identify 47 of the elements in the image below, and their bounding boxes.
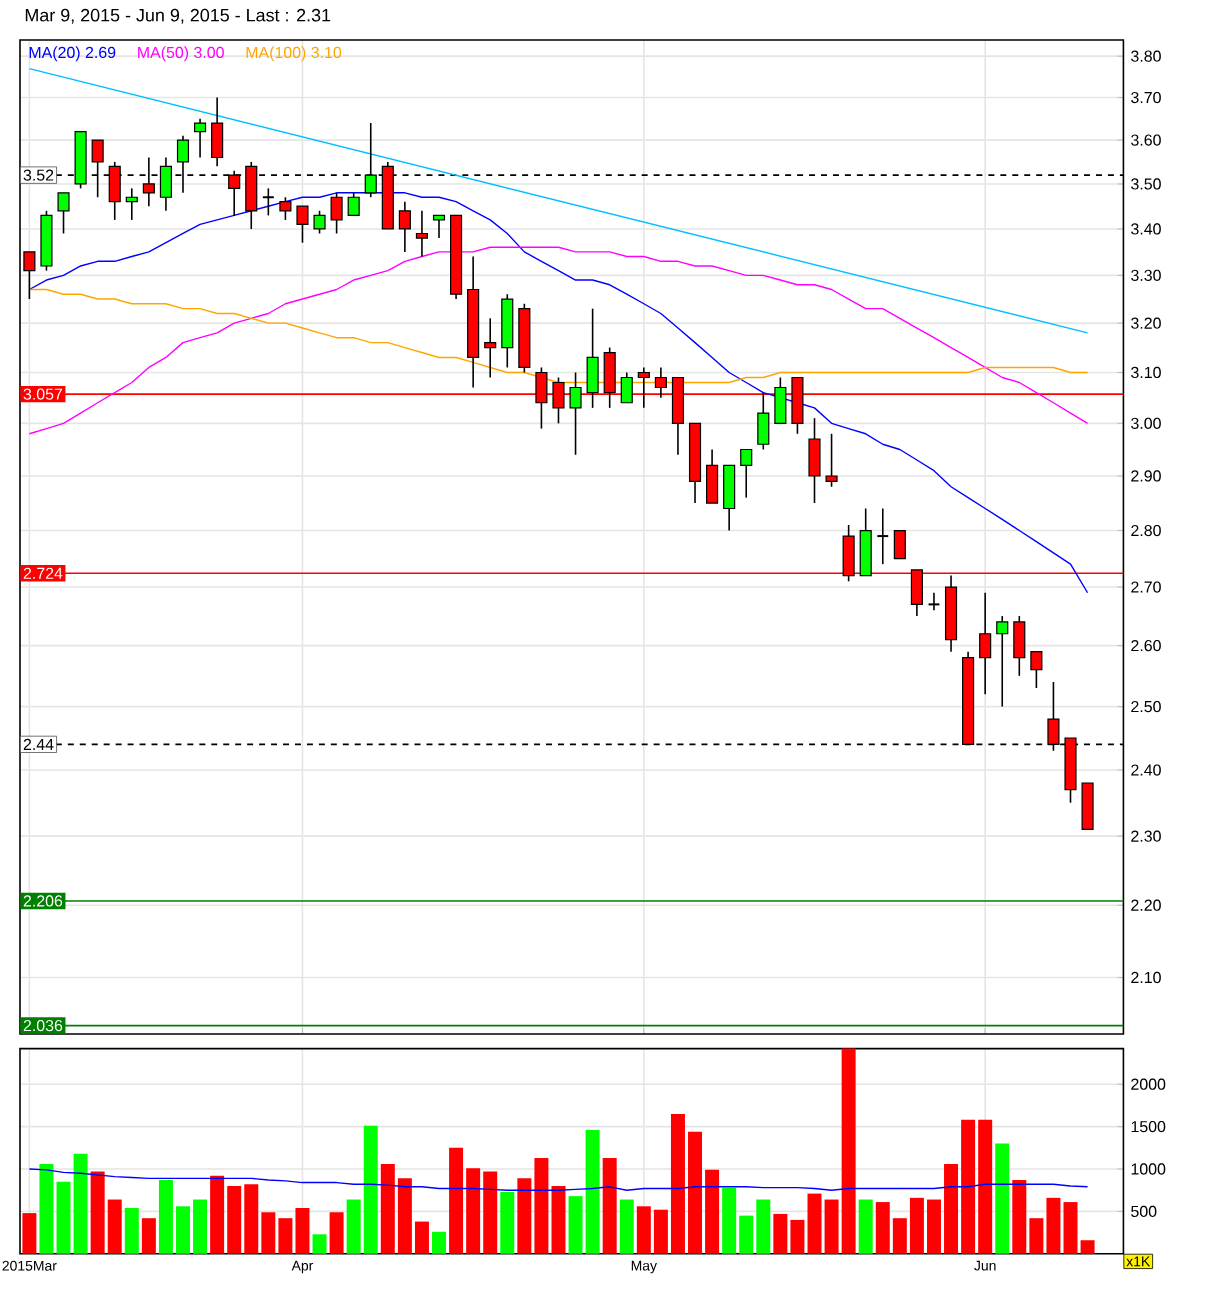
bar: [124, 1208, 139, 1254]
candlestick: [398, 200, 411, 253]
bar: [312, 1234, 327, 1254]
candlestick: [774, 376, 787, 425]
bar: [995, 1143, 1010, 1254]
bar: [807, 1193, 822, 1254]
bar: [619, 1199, 634, 1254]
candlestick: [125, 187, 138, 221]
candlestick: [211, 96, 224, 168]
candlestick: [1081, 782, 1094, 831]
candlestick: [194, 118, 207, 159]
candlestick: [313, 209, 326, 235]
candlestick: [757, 391, 770, 451]
candlestick: [432, 214, 446, 239]
candlestick: [706, 448, 719, 504]
bar: [39, 1163, 54, 1254]
candlestick: [57, 192, 70, 235]
candlestick: [347, 192, 360, 217]
candlestick: [927, 591, 941, 612]
bar: [141, 1218, 156, 1254]
candlestick: [415, 209, 429, 258]
chart-title: Mar 9, 2015 - Jun 9, 2015 - Last : 2.31: [25, 8, 331, 24]
bar: [602, 1157, 617, 1254]
bar: [22, 1213, 37, 1254]
bar: [329, 1212, 344, 1254]
candlestick: [740, 448, 753, 499]
candlestick: [1013, 615, 1026, 677]
candlestick: [330, 192, 343, 235]
candlestick: [620, 371, 633, 404]
candlestick: [586, 307, 599, 409]
bar: [858, 1199, 873, 1254]
candlestick: [979, 591, 992, 696]
bar: [500, 1191, 515, 1254]
candlestick: [996, 615, 1009, 708]
candlestick: [279, 196, 292, 221]
candlestick: [484, 317, 497, 379]
candlestick: [893, 529, 906, 560]
bar: [432, 1231, 447, 1254]
candlestick: [1030, 650, 1043, 689]
candlestick: [859, 507, 872, 577]
candlestick: [723, 464, 736, 532]
candlestick: [808, 417, 821, 504]
candlestick: [825, 432, 838, 488]
candlestick: [876, 507, 890, 565]
candlestick: [569, 371, 582, 456]
candlestick: [261, 187, 275, 217]
candlestick: [296, 205, 309, 244]
